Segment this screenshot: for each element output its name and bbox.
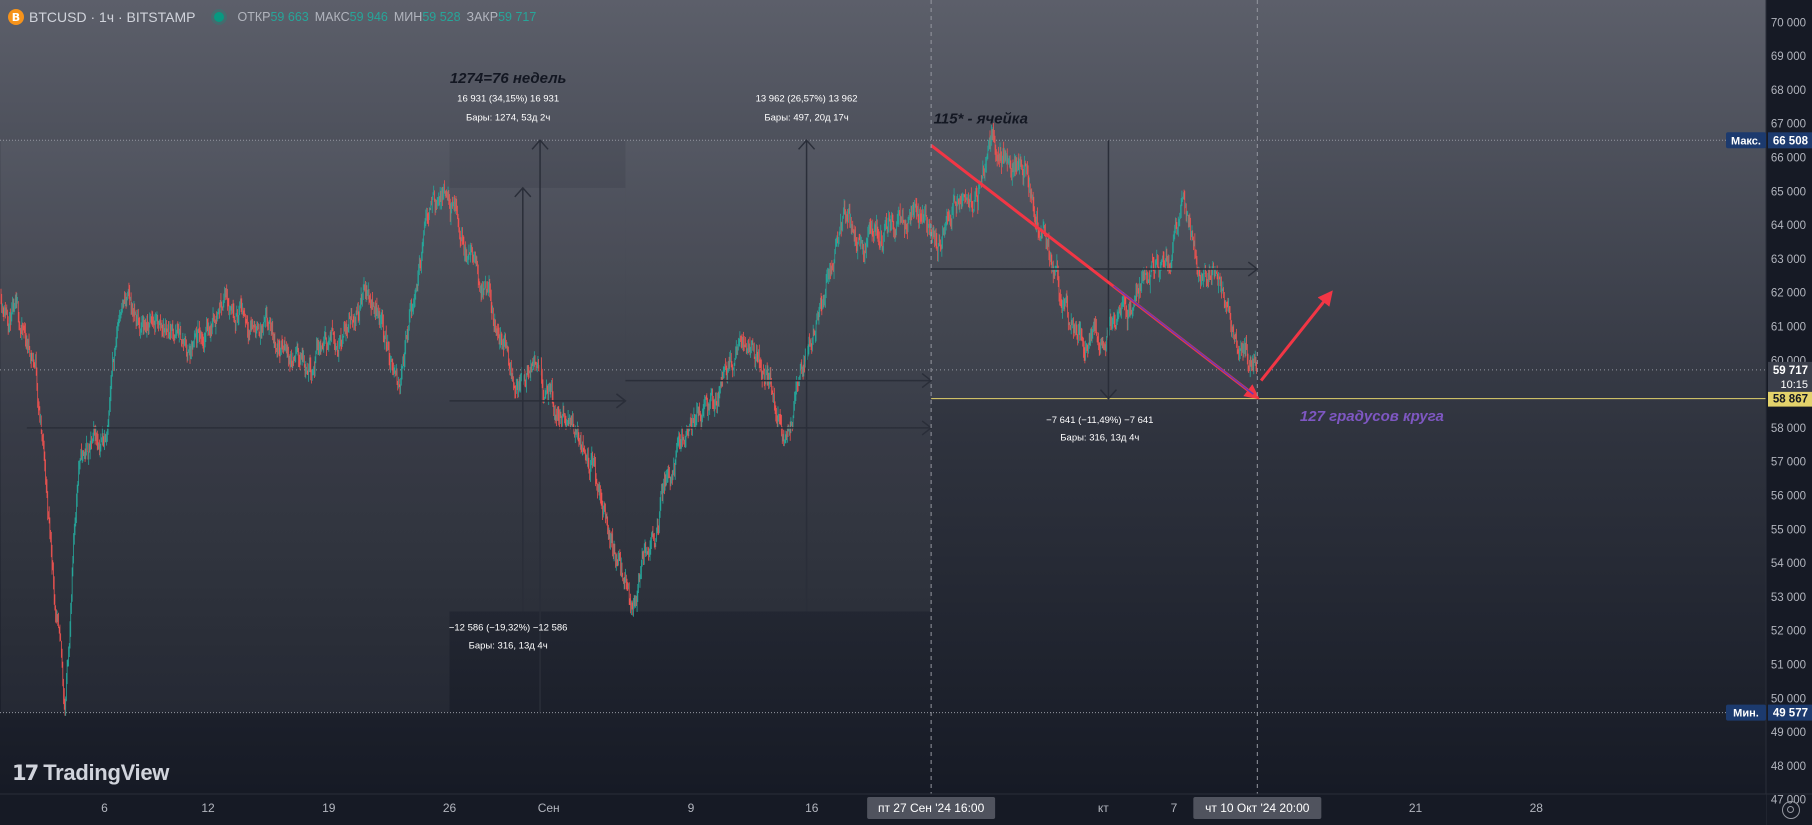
crosshair-date-tag [867, 797, 996, 819]
bitcoin-icon: B [8, 9, 24, 25]
high-value: 59 946 [349, 10, 388, 24]
y-tick-label: 68 000 [1771, 85, 1806, 97]
y-tick-label: 64 000 [1771, 220, 1806, 232]
range-arrow-head [1099, 389, 1118, 400]
shaded-range [449, 187, 626, 612]
annotation-label: 13 962 (26,57%) 13 962 [756, 94, 858, 105]
market-status-icon[interactable] [213, 12, 224, 22]
annotation-label: Бары: 316, 13д 4ч [1060, 432, 1139, 443]
range-arrow-head [514, 186, 532, 198]
x-tick-label: 21 [1409, 801, 1423, 815]
axis-tags: 66 508 49 577 58 867 59 717 10:15 Макс. Мин. [1726, 132, 1812, 721]
x-tick-label: 16 [805, 801, 819, 815]
max-price-tag [1768, 132, 1812, 149]
y-tick-label: 57 000 [1771, 457, 1806, 469]
symbol-title[interactable]: BTCUSD · 1ч · BITSTAMP [29, 9, 196, 25]
red-trend-arrow [1259, 290, 1333, 382]
low-label: МИН [393, 10, 423, 24]
crosshair-date-label: пт 27 Сен '24 16:00 [878, 801, 985, 815]
annotation-label: 16 931 (34,15%) 16 931 [457, 94, 559, 105]
max-label: Макс. [1731, 135, 1761, 147]
low-value: 59 528 [422, 10, 461, 24]
annotation-label: 127 градусов круга [1300, 408, 1444, 425]
range-arrow-head [798, 139, 816, 150]
open-value: 59 663 [270, 10, 309, 24]
y-tick-label: 66 000 [1771, 152, 1806, 164]
annotation-label: 1274=76 недель [450, 70, 567, 87]
x-tick-label: 9 [688, 801, 695, 815]
settings-gear-icon[interactable] [1782, 801, 1800, 819]
crosshair-date-tag [1193, 797, 1322, 819]
y-tick-label: 51 000 [1771, 660, 1806, 672]
range-arrow-head [531, 139, 549, 150]
y-tick-label: 61 000 [1771, 321, 1806, 333]
max-label-tag [1726, 132, 1766, 149]
annotation-label: −12 586 (−19,32%) −12 586 [449, 623, 568, 634]
max-price-value: 66 508 [1773, 135, 1809, 147]
min-label: Мин. [1733, 708, 1759, 720]
y-tick-label: 62 000 [1771, 288, 1806, 300]
range-horizontal-arrow-head [921, 372, 933, 389]
chart-background [0, 0, 1766, 794]
y-tick-label: 53 000 [1771, 592, 1806, 604]
y-tick-label: 63 000 [1771, 254, 1806, 266]
candles [0, 122, 1258, 716]
x-tick-label: 7 [1171, 801, 1178, 815]
range-horizontal-arrow-head [1247, 261, 1259, 277]
x-tick-label: Сен [538, 801, 560, 815]
y-tick-label: 54 000 [1771, 558, 1806, 570]
y-tick-label: 52 000 [1771, 626, 1806, 638]
x-tick-label: 28 [1530, 801, 1544, 815]
y-tick-label: 48 000 [1771, 761, 1806, 773]
annotation-label: Бары: 1274, 53д 2ч [466, 112, 550, 123]
min-label-tag [1726, 704, 1766, 721]
y-tick-label: 55 000 [1771, 524, 1806, 536]
y-tick-label: 70 000 [1771, 17, 1806, 29]
y-tick-label: 50 000 [1771, 693, 1806, 705]
close-value: 59 717 [498, 10, 537, 24]
horizontal-line-price-tag [1768, 390, 1812, 407]
y-tick-label: 58 000 [1771, 423, 1806, 435]
x-tick-label: 12 [201, 801, 215, 815]
annotation-label: 115* - ячейка [934, 111, 1028, 128]
x-tick-label: 19 [322, 801, 336, 815]
min-price-value: 49 577 [1773, 708, 1808, 720]
horizontal-line-price-value: 58 867 [1773, 394, 1808, 406]
annotation-label: Бары: 316, 13д 4ч [469, 640, 548, 651]
chart-header: B BTCUSD · 1ч · BITSTAMP ОТКР 59 663 МАК… [8, 6, 542, 28]
y-tick-label: 56 000 [1771, 491, 1806, 503]
x-tick-label: 6 [101, 801, 108, 815]
open-label: ОТКР [237, 10, 271, 24]
y-tick-label: 65 000 [1771, 186, 1806, 198]
tradingview-logo-text: TradingView [43, 760, 170, 785]
close-label: ЗАКР [466, 10, 499, 24]
high-label: МАКС [314, 10, 350, 24]
y-tick-label: 69 000 [1771, 51, 1806, 63]
tradingview-logo[interactable]: 17 TradingView [12, 760, 169, 786]
annotations: 1274=76 недель 16 931 (34,15%) 16 931 Бары… [449, 70, 1444, 651]
annotation-label: −7 641 (−11,49%) −7 641 [1046, 415, 1153, 426]
x-tick-fragment: кт [1098, 801, 1109, 815]
shaded-range [1, 140, 450, 713]
current-price-tag [1768, 361, 1812, 392]
y-tick-label: 49 000 [1771, 727, 1806, 739]
horizontal-lines [0, 139, 1766, 714]
tradingview-logo-icon: 17 [12, 761, 39, 785]
annotation-label: Бары: 497, 20д 17ч [764, 112, 848, 123]
y-tick-label: 67 000 [1771, 119, 1806, 131]
purple-trend-line [1113, 285, 1254, 395]
range-horizontal-arrow-head [615, 393, 627, 409]
min-price-tag [1768, 704, 1812, 721]
x-axis-ticks: 6121926Сен9162372128кт4пт 27 Сен '24 16:… [101, 797, 1543, 819]
x-tick-label: 26 [443, 801, 457, 815]
countdown-value: 10:15 [1780, 379, 1808, 391]
shaded-range [625, 140, 932, 612]
current-price-value: 59 717 [1773, 365, 1808, 377]
crosshair-date-label: чт 10 Окт '24 20:00 [1205, 801, 1310, 815]
